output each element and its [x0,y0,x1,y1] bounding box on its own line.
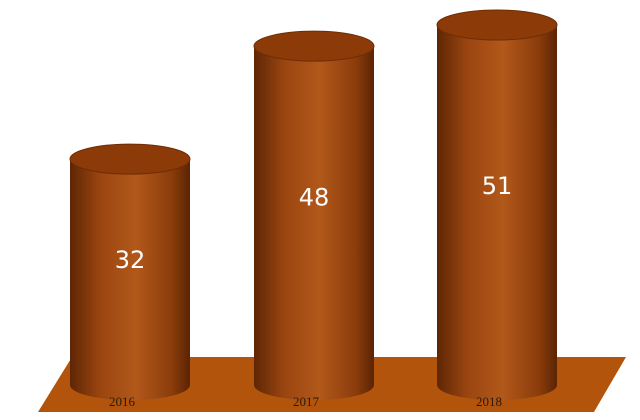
bar-top [436,9,558,41]
value-label: 51 [482,172,513,200]
bar-top [69,143,191,175]
plot-area: 32 2016 48 2017 51 2018 [69,9,558,409]
x-tick-label: 2016 [109,394,136,409]
bar-top [253,30,375,62]
cylinder: 32 [69,143,191,400]
bar [254,46,374,400]
value-label: 32 [115,246,146,274]
x-tick-label: 2018 [476,394,502,409]
bar [437,25,557,400]
cylinder: 48 [253,30,375,400]
x-tick-label: 2017 [293,394,320,409]
value-label: 48 [299,184,330,212]
cylinder: 51 [436,9,558,400]
bar [70,159,190,400]
